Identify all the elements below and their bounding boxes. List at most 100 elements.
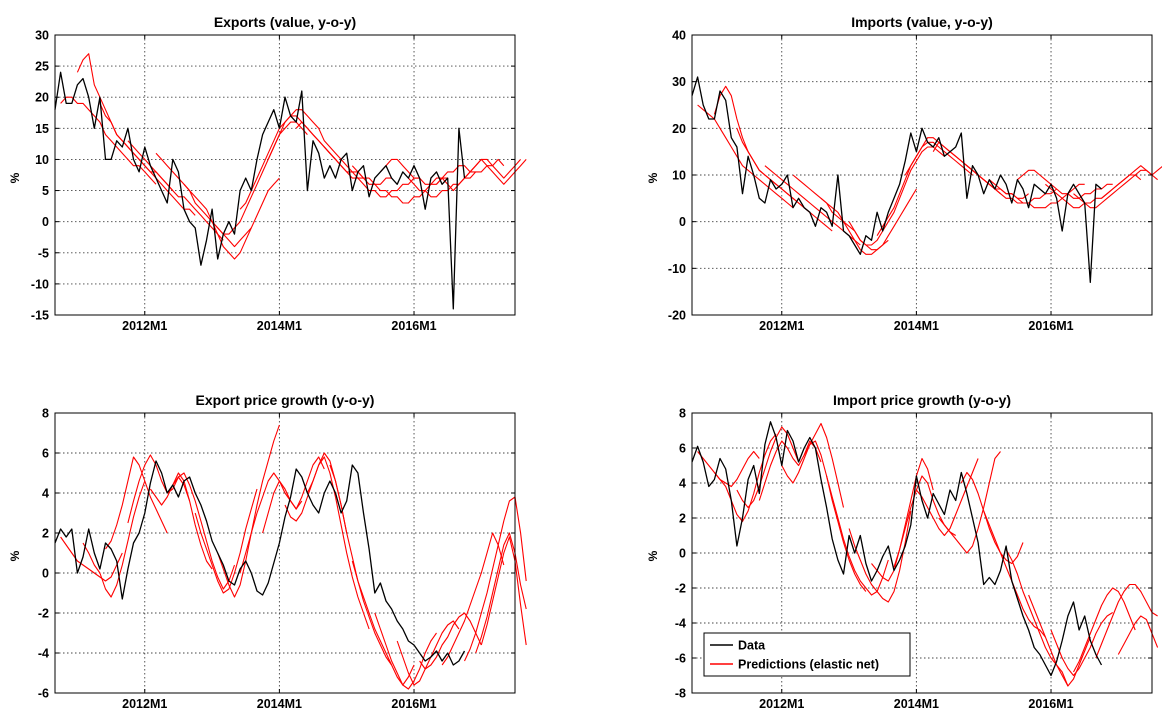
plot-area bbox=[691, 34, 1162, 316]
y-tick-label: -5 bbox=[38, 246, 49, 260]
chart-title: Import price growth (y-o-y) bbox=[833, 392, 1011, 408]
y-tick-label: 20 bbox=[672, 122, 686, 136]
prediction-series-line bbox=[267, 109, 364, 179]
axes: -20 -10 0 10 20 30 40 2012M1 2014M1 2016M1 bbox=[668, 29, 1152, 333]
data-series-line bbox=[691, 76, 1102, 283]
y-axis-label: % bbox=[8, 550, 22, 561]
prediction-series-line bbox=[480, 536, 527, 646]
prediction-series-line bbox=[876, 141, 973, 236]
y-tick-label: -8 bbox=[675, 687, 686, 701]
x-tick-label: 2014M1 bbox=[894, 697, 939, 711]
data-series-line bbox=[54, 71, 466, 310]
axes: -6 -4 -2 0 2 4 6 8 2012M1 2014M1 2016M1 bbox=[38, 407, 515, 711]
legend-label-data: Data bbox=[738, 639, 766, 653]
plot-area bbox=[54, 34, 527, 316]
prediction-series-line bbox=[374, 612, 437, 690]
prediction-series-line bbox=[127, 140, 224, 241]
legend: Data Predictions (elastic net) bbox=[703, 632, 911, 677]
prediction-series-line bbox=[848, 510, 912, 603]
prediction-series-line bbox=[820, 188, 917, 255]
prediction-series-line bbox=[1117, 615, 1159, 655]
x-tick-label: 2012M1 bbox=[122, 319, 167, 333]
plot-frame bbox=[54, 412, 516, 694]
prediction-series-line bbox=[1073, 169, 1158, 209]
y-axis-label: % bbox=[646, 172, 660, 183]
plot-frame bbox=[54, 34, 516, 316]
prediction-series-line bbox=[329, 464, 393, 666]
grid bbox=[692, 35, 1152, 315]
prediction-series-line bbox=[217, 424, 280, 598]
x-tick-label: 2012M1 bbox=[759, 319, 804, 333]
y-tick-label: 10 bbox=[35, 153, 49, 167]
series-group bbox=[54, 424, 527, 690]
legend-label-predictions: Predictions (elastic net) bbox=[738, 658, 879, 672]
x-tick-label: 2014M1 bbox=[257, 319, 302, 333]
y-tick-label: 6 bbox=[679, 442, 686, 456]
prediction-series-line bbox=[1073, 587, 1136, 673]
y-tick-label: 10 bbox=[672, 169, 686, 183]
x-tick-label: 2012M1 bbox=[759, 697, 804, 711]
prediction-series-line bbox=[464, 496, 527, 662]
prediction-series-line bbox=[194, 488, 258, 594]
y-tick-label: 30 bbox=[35, 29, 49, 43]
data-series-line bbox=[691, 421, 1103, 677]
y-axis-label: % bbox=[8, 172, 22, 183]
x-tick-label: 2016M1 bbox=[1028, 697, 1073, 711]
y-tick-label: 2 bbox=[42, 527, 49, 541]
panel-imports: Imports (value, y-o-y) % -20 -10 0 10 20 30 40… bbox=[646, 14, 1162, 333]
y-tick-label: 4 bbox=[42, 487, 49, 501]
axes: -8 -6 -4 -2 0 2 4 6 8 2012M1 2014M1 2016M1 bbox=[675, 407, 1152, 711]
y-tick-label: 2 bbox=[679, 512, 686, 526]
prediction-series-line bbox=[82, 480, 146, 598]
y-tick-label: -6 bbox=[675, 652, 686, 666]
chart-title: Exports (value, y-o-y) bbox=[214, 14, 356, 30]
y-tick-label: 30 bbox=[672, 75, 686, 89]
prediction-series-line bbox=[172, 472, 236, 590]
prediction-series-line bbox=[736, 128, 833, 232]
prediction-series-line bbox=[351, 560, 415, 686]
legend-box bbox=[703, 632, 911, 677]
prediction-series-line bbox=[211, 121, 308, 235]
y-tick-label: -10 bbox=[668, 262, 686, 276]
x-tick-label: 2016M1 bbox=[1028, 319, 1073, 333]
prediction-series-line bbox=[1050, 612, 1113, 677]
y-tick-label: -4 bbox=[38, 647, 49, 661]
prediction-series-line bbox=[262, 456, 325, 534]
y-tick-label: 0 bbox=[679, 215, 686, 229]
panel-export-price: Export price growth (y-o-y) % -6 -4 -2 0 2 4 6… bbox=[8, 392, 527, 711]
prediction-series-line bbox=[915, 458, 979, 537]
prediction-series-line bbox=[127, 454, 191, 524]
prediction-series-line bbox=[1017, 169, 1113, 199]
prediction-series-line bbox=[1101, 165, 1162, 199]
series-group bbox=[54, 53, 527, 310]
prediction-series-line bbox=[149, 472, 213, 570]
y-tick-label: -20 bbox=[668, 309, 686, 323]
y-tick-label: -6 bbox=[38, 687, 49, 701]
grid bbox=[55, 413, 515, 693]
prediction-series-line bbox=[441, 532, 505, 666]
prediction-series-line bbox=[713, 433, 777, 523]
prediction-series-line bbox=[60, 536, 123, 582]
prediction-series-line bbox=[183, 177, 280, 260]
y-tick-label: 15 bbox=[35, 122, 49, 136]
y-tick-label: 8 bbox=[42, 407, 49, 421]
prediction-series-line bbox=[736, 426, 800, 509]
chart-title: Imports (value, y-o-y) bbox=[851, 14, 993, 30]
prediction-series-line bbox=[781, 422, 845, 508]
prediction-series-line bbox=[1028, 594, 1091, 687]
prediction-series-line bbox=[848, 146, 945, 246]
y-tick-label: 40 bbox=[672, 29, 686, 43]
y-tick-label: 8 bbox=[679, 407, 686, 421]
prediction-series-line bbox=[407, 158, 505, 198]
plot-area bbox=[54, 412, 527, 694]
prediction-series-line bbox=[1095, 583, 1158, 659]
prediction-series-line bbox=[105, 456, 168, 550]
prediction-series-line bbox=[803, 440, 867, 592]
y-tick-label: 20 bbox=[35, 91, 49, 105]
prediction-series-line bbox=[938, 451, 1001, 554]
y-tick-label: -2 bbox=[38, 607, 49, 621]
y-tick-label: 0 bbox=[42, 215, 49, 229]
y-tick-label: 4 bbox=[679, 477, 686, 491]
prediction-series-line bbox=[396, 620, 460, 686]
prediction-series-line bbox=[475, 532, 527, 654]
